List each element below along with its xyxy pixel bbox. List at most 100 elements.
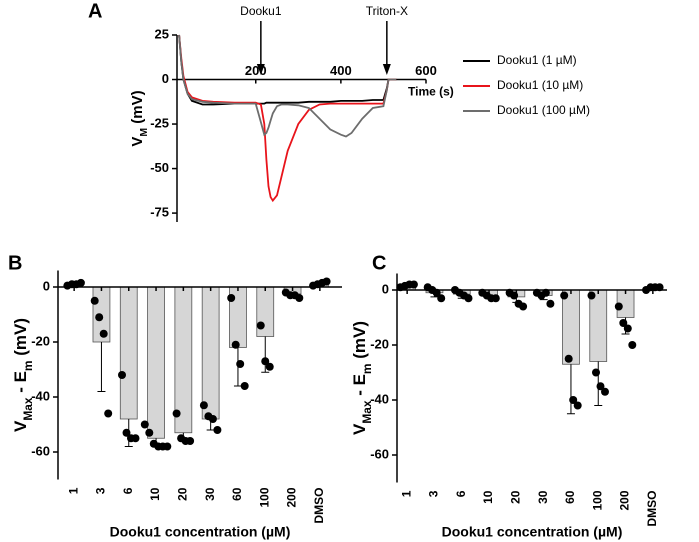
bar — [147, 286, 165, 439]
x-tick-label: DMSO — [645, 491, 659, 527]
x-tick-label: 6 — [454, 490, 468, 497]
x-tick-label: 100 — [257, 487, 271, 507]
data-point — [186, 437, 195, 445]
y-tick-label: -60 — [31, 443, 50, 458]
trace — [178, 34, 397, 106]
data-point — [587, 291, 596, 300]
data-point — [118, 371, 126, 379]
label-part: - E — [11, 371, 30, 397]
data-point — [99, 329, 108, 338]
bar — [201, 286, 220, 420]
y-tick-label: 25 — [155, 26, 169, 41]
x-tick-label: 20 — [509, 490, 523, 504]
data-point — [104, 409, 113, 418]
data-point — [601, 387, 609, 396]
x-tick-label: 60 — [563, 490, 577, 504]
panel-label: A — [88, 0, 102, 22]
y-tick-label: 0 — [43, 278, 50, 293]
x-tick-label: 200 — [618, 490, 632, 510]
x-tick-label: 200 — [285, 487, 299, 507]
y-tick-label: 0 — [162, 71, 169, 86]
panel-label: C — [372, 252, 386, 274]
data-point — [163, 442, 172, 451]
y-tick-label: -25 — [150, 115, 169, 130]
label-part: (mV) — [350, 321, 369, 364]
arrow-head — [256, 64, 265, 75]
data-point — [628, 341, 637, 349]
data-point — [199, 401, 208, 410]
data-point — [573, 401, 582, 410]
data-point — [619, 319, 628, 327]
data-point — [131, 434, 140, 443]
data-point — [213, 426, 222, 434]
data-point — [208, 415, 217, 423]
label-part: V — [129, 137, 146, 147]
y-tick-label: -60 — [370, 446, 389, 461]
label-part: m — [360, 363, 374, 374]
data-point — [409, 280, 418, 289]
y-tick-label: -20 — [31, 333, 50, 348]
data-point — [464, 294, 473, 303]
annotation-label: Triton-X — [366, 4, 408, 18]
y-axis-label: VM (mV) — [129, 90, 150, 146]
x-tick-label: 1 — [66, 487, 80, 494]
label-part: m — [21, 360, 35, 371]
label-part: - E — [350, 374, 369, 400]
y-tick-label: -40 — [370, 391, 389, 406]
x-axis-label: Dooku1 concentration (µM) — [110, 524, 291, 540]
data-point — [256, 321, 265, 330]
label-part: (mV) — [11, 318, 30, 361]
data-point — [172, 409, 181, 418]
data-point — [322, 277, 331, 286]
data-point — [546, 299, 555, 308]
data-point — [437, 294, 446, 303]
data-point — [122, 428, 131, 437]
data-point — [265, 362, 274, 371]
data-point — [95, 313, 104, 322]
x-tick-label: 20 — [176, 487, 190, 501]
data-point — [140, 420, 149, 429]
data-point — [569, 396, 578, 404]
y-tick-label: -75 — [150, 205, 169, 220]
data-point — [519, 302, 528, 311]
data-point — [295, 294, 304, 302]
x-tick-label: 30 — [203, 487, 217, 501]
x-tick-label: 6 — [121, 487, 135, 494]
data-point — [227, 294, 236, 302]
label-part: M — [138, 128, 150, 137]
data-point — [236, 360, 245, 368]
y-tick-label: -40 — [31, 388, 50, 403]
data-point — [623, 324, 632, 333]
label-part: Max — [360, 400, 374, 424]
bar — [589, 289, 608, 362]
label-part: (mV) — [129, 90, 146, 128]
data-point — [231, 340, 240, 349]
label-part: V — [350, 423, 369, 435]
data-point — [560, 291, 569, 300]
data-point — [145, 428, 154, 437]
x-tick-label: 10 — [148, 487, 162, 501]
data-point — [614, 302, 623, 311]
legend-label: Dooku1 (100 µM) — [497, 103, 590, 117]
data-point — [596, 382, 605, 391]
label-part: Max — [21, 397, 35, 421]
annotation-label: Dooku1 — [240, 4, 282, 18]
label-part: V — [11, 420, 30, 432]
y-axis-label: VMax - Em (mV) — [11, 318, 35, 432]
data-point — [592, 368, 600, 377]
y-tick-label: -20 — [370, 336, 389, 351]
legend-label: Dooku1 (10 µM) — [497, 78, 583, 92]
x-tick-label: 400 — [330, 63, 352, 78]
data-point — [491, 294, 500, 303]
x-tick-label: 100 — [590, 490, 604, 510]
data-point — [261, 357, 270, 366]
x-tick-label: 60 — [230, 487, 244, 501]
x-axis-label: Dooku1 concentration (µM) — [442, 524, 623, 540]
arrow-head — [382, 64, 391, 75]
bar — [119, 286, 138, 420]
data-point — [90, 296, 99, 305]
x-tick-label: 3 — [427, 490, 441, 497]
trace — [178, 34, 397, 138]
bar — [562, 289, 580, 365]
